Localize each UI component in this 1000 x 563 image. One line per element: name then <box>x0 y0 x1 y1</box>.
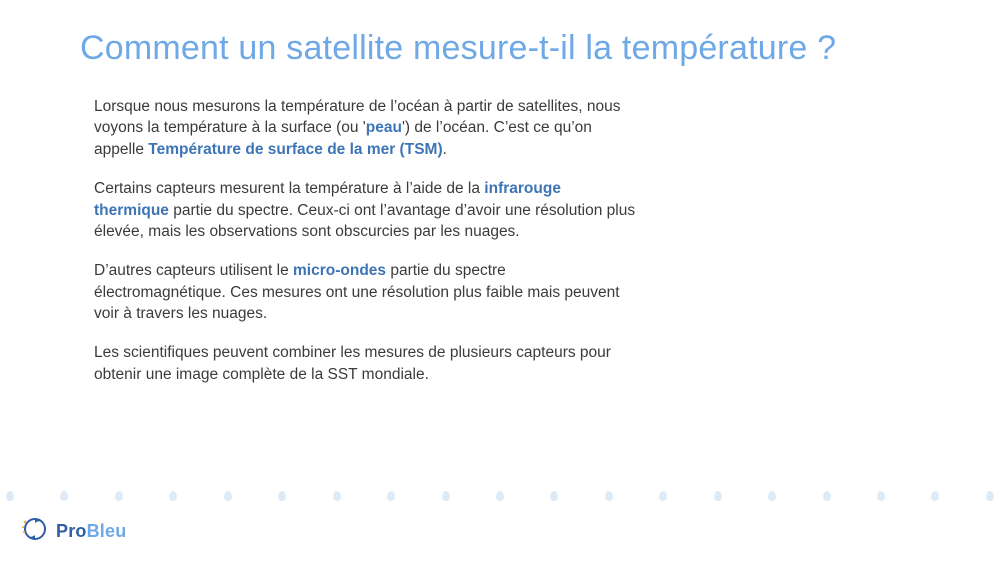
dot-icon <box>605 491 613 501</box>
logo-icon <box>20 514 50 549</box>
logo-text-pro: Pro <box>56 521 87 541</box>
dot-icon <box>823 491 831 501</box>
dot-icon <box>333 491 341 501</box>
logo-text-bleu: Bleu <box>87 521 127 541</box>
paragraph-2: Certains capteurs mesurent la températur… <box>94 178 640 242</box>
paragraph-4: Les scientifiques peuvent combiner les m… <box>94 342 640 385</box>
logo: ProBleu <box>20 514 126 549</box>
dot-icon <box>442 491 450 501</box>
dot-icon <box>877 491 885 501</box>
body-text: Lorsque nous mesurons la température de … <box>80 96 640 385</box>
dot-icon <box>931 491 939 501</box>
dot-icon <box>115 491 123 501</box>
decorative-dots <box>0 491 1000 511</box>
paragraph-1: Lorsque nous mesurons la température de … <box>94 96 640 160</box>
page-title: Comment un satellite mesure-t-il la temp… <box>80 28 920 68</box>
dot-icon <box>550 491 558 501</box>
dot-icon <box>496 491 504 501</box>
dot-icon <box>387 491 395 501</box>
slide: Comment un satellite mesure-t-il la temp… <box>0 0 1000 563</box>
dot-icon <box>714 491 722 501</box>
dot-icon <box>60 491 68 501</box>
paragraph-3: D’autres capteurs utilisent le micro-ond… <box>94 260 640 324</box>
dot-icon <box>6 491 14 501</box>
dot-icon <box>659 491 667 501</box>
dot-icon <box>278 491 286 501</box>
dot-icon <box>169 491 177 501</box>
dot-icon <box>224 491 232 501</box>
dot-icon <box>986 491 994 501</box>
logo-text: ProBleu <box>56 521 126 542</box>
dot-icon <box>768 491 776 501</box>
